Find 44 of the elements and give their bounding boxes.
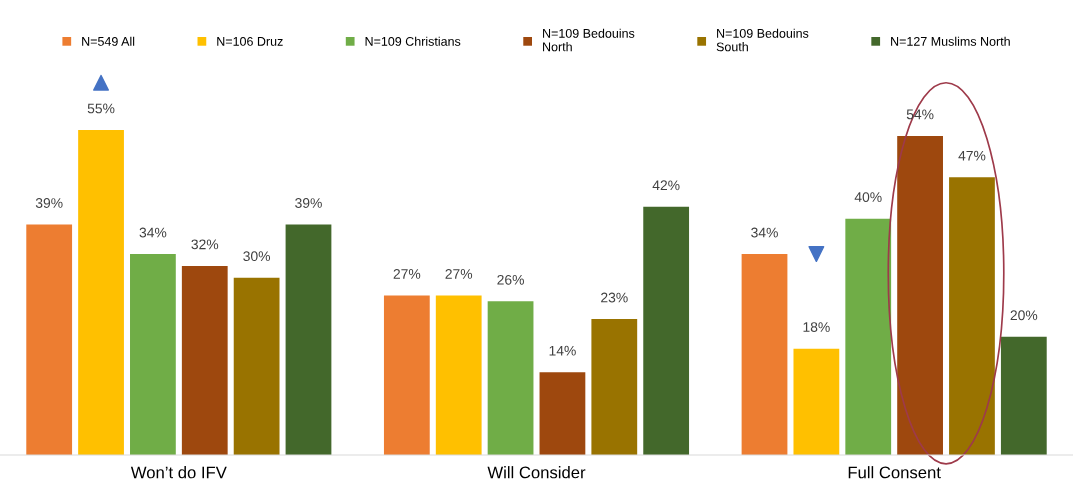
data-label: 55%	[87, 103, 115, 114]
bar	[949, 177, 995, 455]
x-tick-label: Will Consider	[487, 466, 586, 479]
legend-label: N=549 All	[82, 36, 135, 46]
legend-label: N=109 Bedouins South	[716, 28, 809, 52]
bar	[897, 135, 943, 455]
data-label: 27%	[393, 268, 421, 279]
data-label: 14%	[549, 345, 576, 356]
bar	[181, 265, 228, 455]
bar	[741, 254, 788, 455]
bar	[643, 206, 690, 455]
bar	[285, 224, 332, 455]
data-label: 47%	[958, 150, 986, 161]
bar	[539, 372, 586, 455]
data-label: 40%	[854, 192, 882, 202]
x-tick-label: Won’t do IFV	[130, 466, 227, 479]
data-label: 39%	[35, 198, 63, 208]
legend-label: N=109 Christians	[365, 36, 461, 46]
legend-label: N=106 Druz	[217, 36, 283, 46]
data-label: 27%	[445, 268, 473, 279]
legend-label: N=127 Muslims North	[891, 36, 1010, 46]
data-label: 23%	[601, 292, 628, 303]
bar	[487, 301, 534, 455]
x-tick-label: Full Consent	[848, 466, 941, 479]
data-label: 34%	[139, 227, 167, 238]
bar	[233, 277, 280, 455]
data-label: 18%	[803, 322, 830, 332]
bar	[591, 319, 638, 455]
legend-label: N=109 Bedouins North	[543, 28, 635, 52]
data-label: 32%	[191, 239, 219, 250]
bar	[130, 254, 176, 455]
data-label: 42%	[652, 180, 680, 191]
data-label: 39%	[295, 198, 322, 208]
data-label: 26%	[497, 274, 524, 285]
bar	[26, 224, 73, 455]
bar	[78, 130, 124, 455]
data-label: 30%	[243, 251, 271, 262]
data-label: 20%	[1010, 310, 1038, 321]
bar	[1000, 336, 1047, 455]
bar	[845, 218, 892, 455]
bar	[383, 295, 430, 455]
bar	[435, 295, 482, 455]
data-label: 34%	[751, 227, 778, 238]
bar	[793, 348, 840, 455]
